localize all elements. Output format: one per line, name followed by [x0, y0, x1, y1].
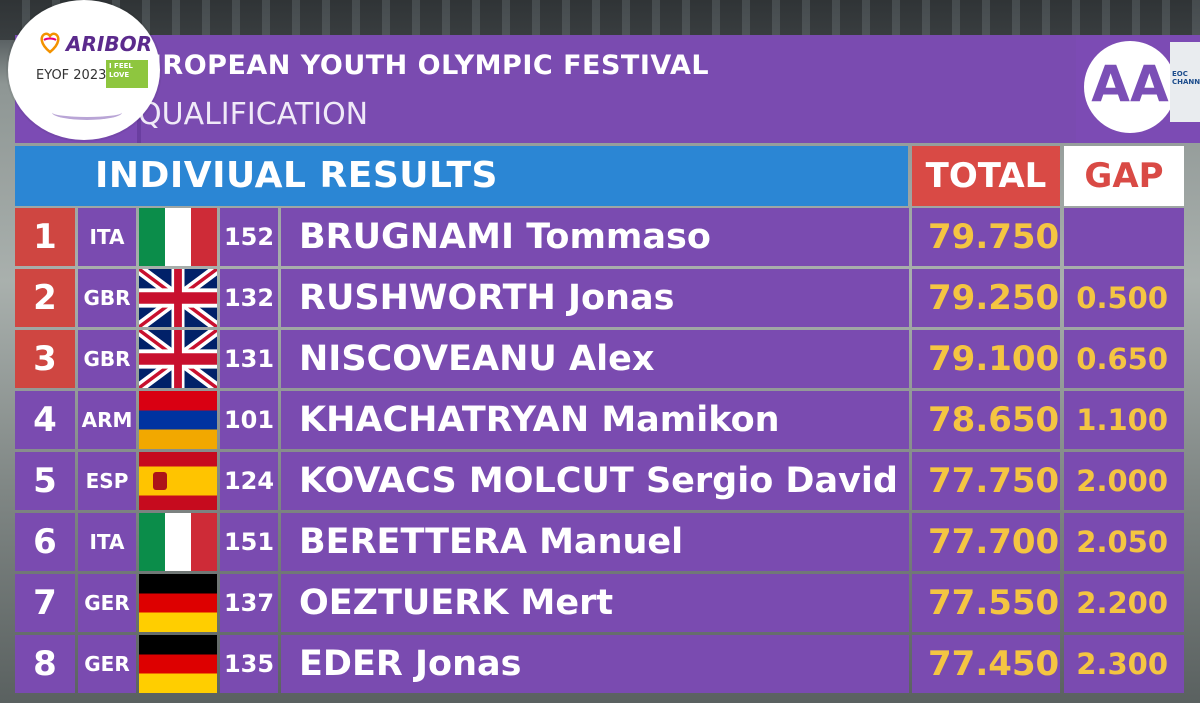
maribor-heart-icon [40, 32, 60, 54]
rank-cell: 3 [15, 330, 75, 388]
athlete-name: EDER Jonas [281, 635, 909, 693]
gap-score: 2.000 [1064, 452, 1184, 510]
result-row: 7 GER 137 OEZTUERK Mert 77.550 2.200 [15, 574, 1185, 632]
rank-cell: 7 [15, 574, 75, 632]
athlete-name: KOVACS MOLCUT Sergio David [281, 452, 909, 510]
flag-graphic [139, 452, 217, 510]
result-row: 4 ARM 101 KHACHATRYAN Mamikon 78.650 1.1… [15, 391, 1185, 449]
gap-column-header: GAP [1064, 146, 1184, 206]
logo-badge: I FEEL LOVE [106, 60, 148, 88]
eoc-channel-label: EOC CHANNEL [1172, 70, 1200, 86]
germany-flag-icon [139, 635, 217, 693]
bib-number: 152 [220, 208, 278, 266]
logo-swoosh [52, 105, 122, 120]
italy-flag-icon [139, 208, 217, 266]
bib-number: 151 [220, 513, 278, 571]
bib-number: 132 [220, 269, 278, 327]
result-row: 6 ITA 151 BERETTERA Manuel 77.700 2.050 [15, 513, 1185, 571]
flag-graphic [139, 513, 217, 571]
athlete-name: KHACHATRYAN Mamikon [281, 391, 909, 449]
spain-flag-icon [139, 452, 217, 510]
results-header-bar [15, 146, 908, 206]
rank-cell: 2 [15, 269, 75, 327]
aa-circle: AA [1084, 41, 1176, 133]
gap-score: 2.300 [1064, 635, 1184, 693]
result-row: 2 GBR 132 RUSHWORTH Jonas 79.250 0.500 [15, 269, 1185, 327]
uk-flag-icon [139, 269, 217, 327]
gap-score: 0.650 [1064, 330, 1184, 388]
eoc-channel-logo [1170, 42, 1200, 122]
header-inner [137, 35, 1077, 143]
gap-score: 2.200 [1064, 574, 1184, 632]
total-score: 78.650 [912, 391, 1060, 449]
logo-year: EYOF 2023 [36, 68, 107, 83]
country-code: GER [78, 635, 136, 693]
flag-graphic [139, 330, 217, 388]
gap-score [1064, 208, 1184, 266]
bib-number: 101 [220, 391, 278, 449]
country-code: ITA [78, 208, 136, 266]
gap-score: 0.500 [1064, 269, 1184, 327]
country-code: GBR [78, 330, 136, 388]
spain-crest-icon [153, 472, 167, 490]
total-score: 79.250 [912, 269, 1060, 327]
results-title: INDIVIUAL RESULTS [95, 155, 498, 196]
bib-number: 124 [220, 452, 278, 510]
athlete-name: OEZTUERK Mert [281, 574, 909, 632]
rank-cell: 4 [15, 391, 75, 449]
flag-graphic [139, 391, 217, 449]
italy-flag-icon [139, 513, 217, 571]
country-code: ESP [78, 452, 136, 510]
flag-graphic [139, 269, 217, 327]
rank-cell: 8 [15, 635, 75, 693]
armenia-flag-icon [139, 391, 217, 449]
total-score: 77.450 [912, 635, 1060, 693]
rank-cell: 6 [15, 513, 75, 571]
result-row: 5 ESP 124 KOVACS MOLCUT Sergio David 77.… [15, 452, 1185, 510]
rank-cell: 1 [15, 208, 75, 266]
result-row: 3 GBR 131 NISCOVEANU Alex 79.100 0.650 [15, 330, 1185, 388]
total-score: 77.750 [912, 452, 1060, 510]
arena-seats [0, 0, 1200, 40]
result-row: 8 GER 135 EDER Jonas 77.450 2.300 [15, 635, 1185, 693]
flag-graphic [139, 208, 217, 266]
bib-number: 137 [220, 574, 278, 632]
country-code: GBR [78, 269, 136, 327]
flag-graphic [139, 635, 217, 693]
total-score: 79.100 [912, 330, 1060, 388]
eyof-logo: ARIBOR EYOF 2023 I FEEL LOVE [8, 0, 160, 140]
total-score: 79.750 [912, 208, 1060, 266]
event-title: UROPEAN YOUTH OLYMPIC FESTIVAL [140, 50, 710, 81]
total-score: 77.550 [912, 574, 1060, 632]
event-subtitle: QUALIFICATION [138, 97, 369, 132]
athlete-name: BRUGNAMI Tommaso [281, 208, 909, 266]
country-code: ARM [78, 391, 136, 449]
country-code: ITA [78, 513, 136, 571]
bib-number: 131 [220, 330, 278, 388]
athlete-name: BERETTERA Manuel [281, 513, 909, 571]
aa-label: AA [1091, 55, 1169, 113]
total-score: 77.700 [912, 513, 1060, 571]
bib-number: 135 [220, 635, 278, 693]
result-row: 1 ITA 152 BRUGNAMI Tommaso 79.750 [15, 208, 1185, 266]
logo-brand: ARIBOR [66, 32, 152, 56]
total-column-header: TOTAL [912, 146, 1060, 206]
athlete-name: NISCOVEANU Alex [281, 330, 909, 388]
gap-score: 2.050 [1064, 513, 1184, 571]
header-panel [15, 35, 1077, 143]
rank-cell: 5 [15, 452, 75, 510]
athlete-name: RUSHWORTH Jonas [281, 269, 909, 327]
gap-score: 1.100 [1064, 391, 1184, 449]
flag-graphic [139, 574, 217, 632]
uk-flag-icon [139, 330, 217, 388]
country-code: GER [78, 574, 136, 632]
germany-flag-icon [139, 574, 217, 632]
